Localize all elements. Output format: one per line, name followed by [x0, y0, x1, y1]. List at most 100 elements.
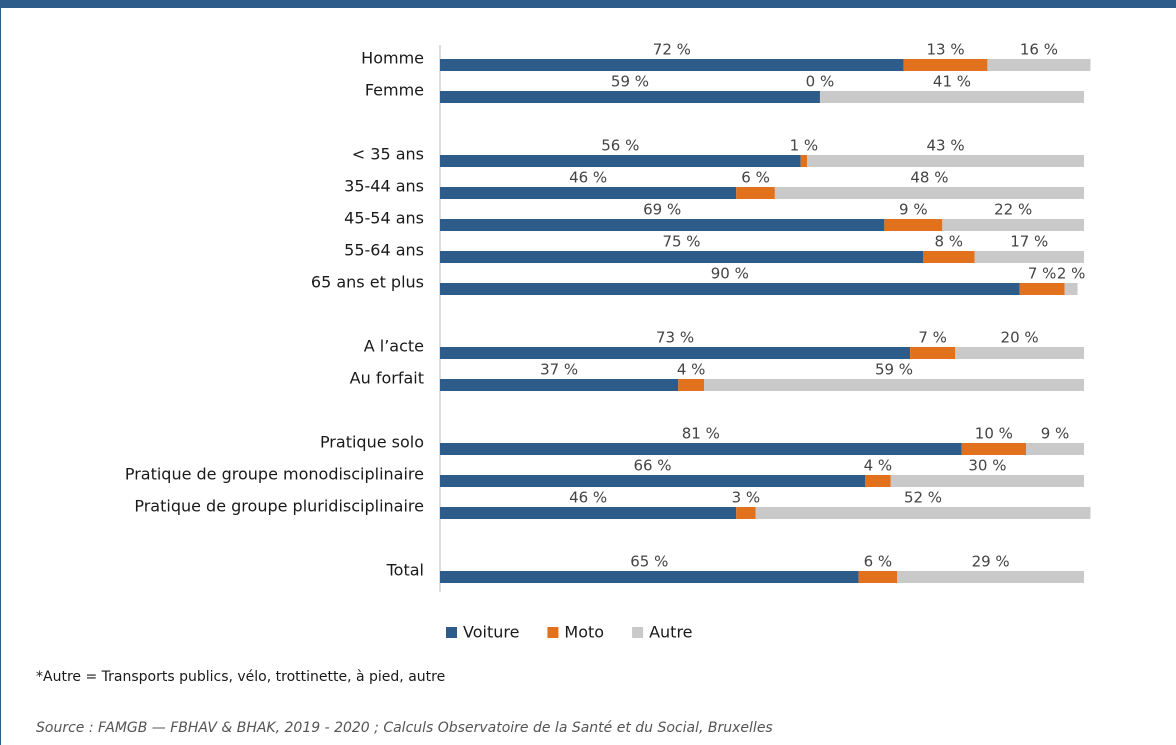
- value-label: 69 %: [643, 201, 681, 219]
- value-label: 46 %: [569, 169, 607, 187]
- legend-swatch: [547, 627, 559, 638]
- value-label: 16 %: [1020, 41, 1058, 59]
- category-label: Pratique de groupe pluridisciplinaire: [134, 497, 424, 516]
- value-label: 7 %: [918, 329, 947, 347]
- category-label: Total: [386, 561, 424, 580]
- value-label: 59 %: [875, 361, 913, 379]
- value-label: 65 %: [630, 553, 668, 571]
- value-label: 17 %: [1010, 233, 1048, 251]
- category-label: < 35 ans: [352, 145, 424, 164]
- bar-segment: [440, 379, 679, 391]
- bar-segment: [884, 219, 943, 231]
- value-label: 37 %: [540, 361, 578, 379]
- bar-segment: [440, 507, 737, 519]
- legend-swatch: [632, 627, 644, 638]
- value-label: 22 %: [994, 201, 1032, 219]
- bar-segment: [961, 443, 1027, 455]
- bar-segment: [774, 187, 1084, 199]
- category-label: 45-54 ans: [344, 209, 424, 228]
- bar-segment: [736, 507, 756, 519]
- value-label: 72 %: [653, 41, 691, 59]
- value-label: 7 %: [1028, 265, 1057, 283]
- value-label: 10 %: [975, 425, 1013, 443]
- bar-segment: [800, 155, 808, 167]
- value-label: 8 %: [934, 233, 963, 251]
- bar-segment: [440, 251, 923, 263]
- value-label: 52 %: [904, 489, 942, 507]
- bar-segment: [736, 187, 775, 199]
- bar-segment: [440, 219, 885, 231]
- value-label: 41 %: [933, 73, 971, 91]
- value-label: 73 %: [656, 329, 694, 347]
- value-label: 43 %: [926, 137, 964, 155]
- bar-segment: [903, 59, 988, 71]
- category-label: Au forfait: [350, 369, 424, 388]
- value-label: 1 %: [790, 137, 819, 155]
- legend-swatch: [446, 627, 457, 638]
- value-label: 59 %: [611, 73, 649, 91]
- value-label: 56 %: [601, 137, 639, 155]
- bar-segment: [1026, 443, 1084, 455]
- bar-segment: [897, 571, 1084, 583]
- category-label: Femme: [365, 81, 424, 100]
- bar-segment: [865, 475, 891, 487]
- source: Source : FAMGB — FBHAV & BHAK, 2019 - 20…: [36, 720, 773, 736]
- bar-segment: [440, 187, 737, 199]
- value-label: 3 %: [732, 489, 761, 507]
- value-label: 4 %: [864, 457, 893, 475]
- bar-segment: [910, 347, 956, 359]
- bar-segment: [819, 91, 1084, 103]
- category-label: A l’acte: [364, 337, 424, 356]
- value-label: 75 %: [662, 233, 700, 251]
- bar-segment: [440, 91, 820, 103]
- value-label: 9 %: [1041, 425, 1070, 443]
- value-label: 29 %: [972, 553, 1010, 571]
- bar-segment: [807, 155, 1084, 167]
- category-label: 65 ans et plus: [311, 273, 424, 292]
- bar-segment: [987, 59, 1091, 71]
- bar-segment: [858, 571, 898, 583]
- value-label: 48 %: [910, 169, 948, 187]
- header-band: [0, 0, 1176, 8]
- category-label: Pratique solo: [320, 433, 424, 452]
- value-label: 81 %: [682, 425, 720, 443]
- legend-label: Autre: [649, 623, 692, 642]
- bar-segment: [923, 251, 975, 263]
- value-label: 90 %: [711, 265, 749, 283]
- bar-segment: [1064, 283, 1078, 295]
- value-label: 4 %: [677, 361, 706, 379]
- bar-segment: [440, 571, 859, 583]
- category-label: 55-64 ans: [344, 241, 424, 260]
- footnote: *Autre = Transports publics, vélo, trott…: [36, 669, 445, 685]
- value-label: 6 %: [741, 169, 770, 187]
- bar-segment: [440, 443, 962, 455]
- value-label: 2 %: [1057, 265, 1086, 283]
- value-label: 9 %: [899, 201, 928, 219]
- bar-segment: [440, 155, 801, 167]
- value-label: 30 %: [968, 457, 1006, 475]
- value-label: 0 %: [806, 73, 835, 91]
- legend-label: Moto: [564, 623, 604, 642]
- bar-segment: [890, 475, 1084, 487]
- value-label: 20 %: [1001, 329, 1039, 347]
- value-label: 13 %: [926, 41, 964, 59]
- bar-segment: [440, 347, 911, 359]
- bar-segment: [440, 283, 1020, 295]
- bar-segment: [1019, 283, 1065, 295]
- value-label: 46 %: [569, 489, 607, 507]
- bar-segment: [755, 507, 1091, 519]
- category-label: 35-44 ans: [344, 177, 424, 196]
- bar-segment: [440, 59, 904, 71]
- bar-segment: [974, 251, 1084, 263]
- bar-segment: [440, 475, 866, 487]
- value-label: 6 %: [864, 553, 893, 571]
- category-label: Homme: [361, 49, 424, 68]
- bar-segment: [942, 219, 1084, 231]
- bar-segment: [704, 379, 1084, 391]
- value-label: 66 %: [633, 457, 671, 475]
- legend-label: Voiture: [463, 623, 519, 642]
- bar-segment: [678, 379, 705, 391]
- bar-segment: [955, 347, 1084, 359]
- category-label: Pratique de groupe monodisciplinaire: [125, 465, 424, 484]
